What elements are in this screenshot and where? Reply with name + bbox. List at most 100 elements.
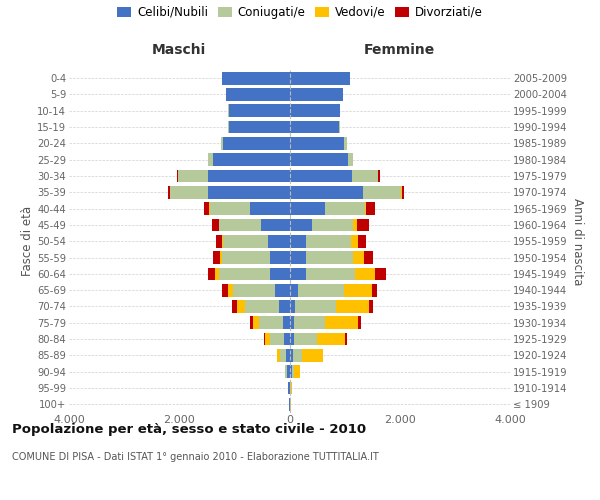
Bar bbox=[269, 251, 290, 264]
Bar bbox=[344, 137, 347, 150]
Bar bbox=[279, 300, 290, 313]
Bar bbox=[287, 366, 290, 378]
Bar bbox=[221, 284, 227, 296]
Bar bbox=[245, 300, 279, 313]
Bar bbox=[306, 268, 355, 280]
Bar bbox=[208, 186, 290, 198]
Text: Popolazione per età, sesso e stato civile - 2010: Popolazione per età, sesso e stato civil… bbox=[12, 422, 366, 436]
Bar bbox=[223, 137, 290, 150]
Bar bbox=[290, 88, 343, 101]
Bar bbox=[351, 235, 358, 248]
Bar bbox=[177, 170, 178, 182]
Bar bbox=[280, 349, 286, 362]
Bar bbox=[283, 316, 290, 329]
Bar bbox=[313, 218, 353, 232]
Bar bbox=[307, 235, 351, 248]
Bar bbox=[250, 316, 253, 329]
Bar bbox=[178, 170, 208, 182]
Bar bbox=[285, 366, 286, 378]
Bar bbox=[363, 186, 401, 198]
Bar bbox=[286, 366, 287, 378]
Bar bbox=[229, 104, 290, 117]
Bar bbox=[170, 186, 208, 198]
Bar bbox=[223, 235, 268, 248]
Y-axis label: Anni di nascita: Anni di nascita bbox=[571, 198, 584, 285]
Bar bbox=[290, 316, 294, 329]
Bar bbox=[219, 218, 220, 232]
Bar bbox=[290, 104, 340, 117]
Bar bbox=[374, 268, 386, 280]
Bar bbox=[290, 251, 307, 264]
Bar bbox=[216, 235, 222, 248]
Bar bbox=[292, 366, 293, 378]
Bar bbox=[220, 218, 262, 232]
Bar bbox=[289, 382, 290, 394]
Bar bbox=[208, 154, 214, 166]
Bar bbox=[290, 284, 298, 296]
Bar bbox=[290, 218, 313, 232]
Bar bbox=[358, 218, 369, 232]
Text: Femmine: Femmine bbox=[364, 44, 436, 58]
Bar bbox=[290, 268, 306, 280]
Bar bbox=[355, 268, 374, 280]
Bar bbox=[338, 120, 340, 134]
Bar bbox=[401, 186, 404, 198]
Bar bbox=[229, 120, 290, 134]
Bar bbox=[259, 316, 283, 329]
Bar bbox=[290, 137, 344, 150]
Bar bbox=[290, 332, 294, 345]
Bar bbox=[346, 332, 347, 345]
Bar bbox=[208, 170, 290, 182]
Bar bbox=[270, 268, 290, 280]
Bar bbox=[335, 300, 369, 313]
Bar bbox=[215, 268, 219, 280]
Bar bbox=[290, 72, 350, 85]
Bar bbox=[290, 154, 348, 166]
Bar bbox=[358, 235, 367, 248]
Bar bbox=[233, 284, 275, 296]
Bar bbox=[302, 349, 323, 362]
Bar bbox=[344, 284, 372, 296]
Bar bbox=[317, 332, 346, 345]
Bar bbox=[367, 202, 374, 215]
Bar bbox=[222, 72, 290, 85]
Bar bbox=[286, 349, 290, 362]
Bar bbox=[253, 316, 259, 329]
Bar bbox=[209, 202, 250, 215]
Bar bbox=[213, 251, 220, 264]
Legend: Celibi/Nubili, Coniugati/e, Vedovi/e, Divorziati/e: Celibi/Nubili, Coniugati/e, Vedovi/e, Di… bbox=[117, 6, 483, 19]
Bar bbox=[290, 235, 307, 248]
Bar bbox=[269, 332, 284, 345]
Bar bbox=[290, 366, 292, 378]
Bar bbox=[298, 284, 344, 296]
Bar bbox=[352, 170, 378, 182]
Bar bbox=[284, 332, 290, 345]
Bar bbox=[364, 251, 373, 264]
Bar bbox=[222, 251, 269, 264]
Bar bbox=[219, 268, 270, 280]
Bar bbox=[294, 316, 325, 329]
Bar bbox=[290, 186, 363, 198]
Bar bbox=[325, 316, 358, 329]
Bar bbox=[290, 120, 338, 134]
Bar bbox=[232, 300, 236, 313]
Bar bbox=[291, 382, 292, 394]
Bar bbox=[307, 251, 353, 264]
Bar bbox=[294, 332, 317, 345]
Bar bbox=[214, 154, 290, 166]
Bar bbox=[358, 316, 361, 329]
Bar bbox=[227, 120, 229, 134]
Bar bbox=[226, 88, 290, 101]
Bar bbox=[369, 300, 373, 313]
Bar bbox=[353, 218, 358, 232]
Bar bbox=[167, 186, 170, 198]
Bar bbox=[378, 170, 380, 182]
Bar bbox=[290, 349, 293, 362]
Bar bbox=[290, 202, 325, 215]
Bar bbox=[372, 284, 377, 296]
Bar bbox=[220, 251, 222, 264]
Bar bbox=[290, 300, 295, 313]
Bar bbox=[227, 284, 233, 296]
Bar bbox=[348, 154, 353, 166]
Bar bbox=[353, 251, 364, 264]
